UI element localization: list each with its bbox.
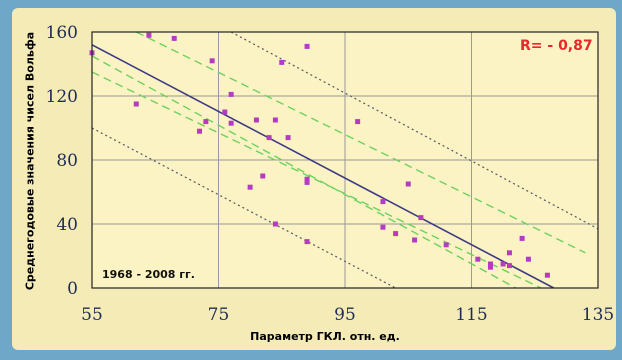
data-point xyxy=(380,199,386,205)
x-tick-label: 75 xyxy=(208,305,230,325)
data-point xyxy=(506,250,512,256)
data-point xyxy=(209,58,215,64)
data-point xyxy=(260,173,266,179)
data-point xyxy=(285,135,291,141)
y-tick-label: 120 xyxy=(46,87,78,107)
y-tick-labels: 0 40 80 120 160 xyxy=(46,23,78,299)
confidence-band-line xyxy=(92,71,542,288)
data-point xyxy=(171,35,177,41)
regression-line xyxy=(92,44,555,288)
data-points xyxy=(89,32,550,278)
prediction-band-line xyxy=(230,32,598,230)
x-tick-label: 115 xyxy=(455,305,487,325)
data-point xyxy=(272,117,278,123)
data-point xyxy=(304,43,310,49)
data-point xyxy=(393,231,399,237)
data-point xyxy=(405,181,411,187)
confidence-band-line xyxy=(135,32,586,254)
data-point xyxy=(418,215,424,221)
data-point xyxy=(279,59,285,65)
data-point xyxy=(380,224,386,230)
data-point xyxy=(544,272,550,278)
data-point xyxy=(304,239,310,245)
y-tick-label: 40 xyxy=(56,215,78,235)
data-point xyxy=(247,184,253,190)
x-tick-label: 55 xyxy=(81,305,103,325)
data-point xyxy=(304,176,310,182)
data-point xyxy=(487,264,493,270)
confidence-band-line xyxy=(92,55,517,288)
data-point xyxy=(487,261,493,267)
data-point xyxy=(525,256,531,262)
plot-border xyxy=(91,31,599,289)
data-point xyxy=(443,242,449,248)
data-point xyxy=(412,237,418,243)
data-point xyxy=(519,235,525,241)
correlation-label: R= - 0,87 xyxy=(520,38,593,54)
x-axis-label: Параметр ГКЛ. отн. ед. xyxy=(250,330,400,343)
y-tick-label: 160 xyxy=(46,23,78,43)
prediction-band-line xyxy=(92,127,396,288)
data-point xyxy=(222,109,228,115)
period-label: 1968 - 2008 гг. xyxy=(102,268,195,281)
data-point xyxy=(253,117,259,123)
band-lines xyxy=(92,32,598,288)
data-point xyxy=(506,263,512,269)
y-tick-label: 80 xyxy=(56,151,78,171)
data-point xyxy=(203,119,209,125)
data-point xyxy=(475,256,481,262)
data-point xyxy=(304,179,310,185)
x-tick-labels: 55 75 95 115 135 xyxy=(81,305,614,325)
data-point xyxy=(133,101,139,107)
y-axis-label: Среднегодовые значения чисел Вольфа xyxy=(23,31,37,291)
y-axis-label-wrap: Среднегодовые значения чисел Вольфа xyxy=(20,18,40,304)
data-point xyxy=(272,221,278,227)
data-point xyxy=(146,32,152,38)
data-point xyxy=(228,120,234,126)
data-point xyxy=(266,135,272,141)
x-tick-label: 135 xyxy=(582,305,614,325)
data-point xyxy=(197,128,203,134)
data-point xyxy=(228,91,234,97)
y-tick-label: 0 xyxy=(67,279,78,299)
data-point xyxy=(500,261,506,267)
x-tick-label: 95 xyxy=(334,305,356,325)
data-point xyxy=(355,119,361,125)
